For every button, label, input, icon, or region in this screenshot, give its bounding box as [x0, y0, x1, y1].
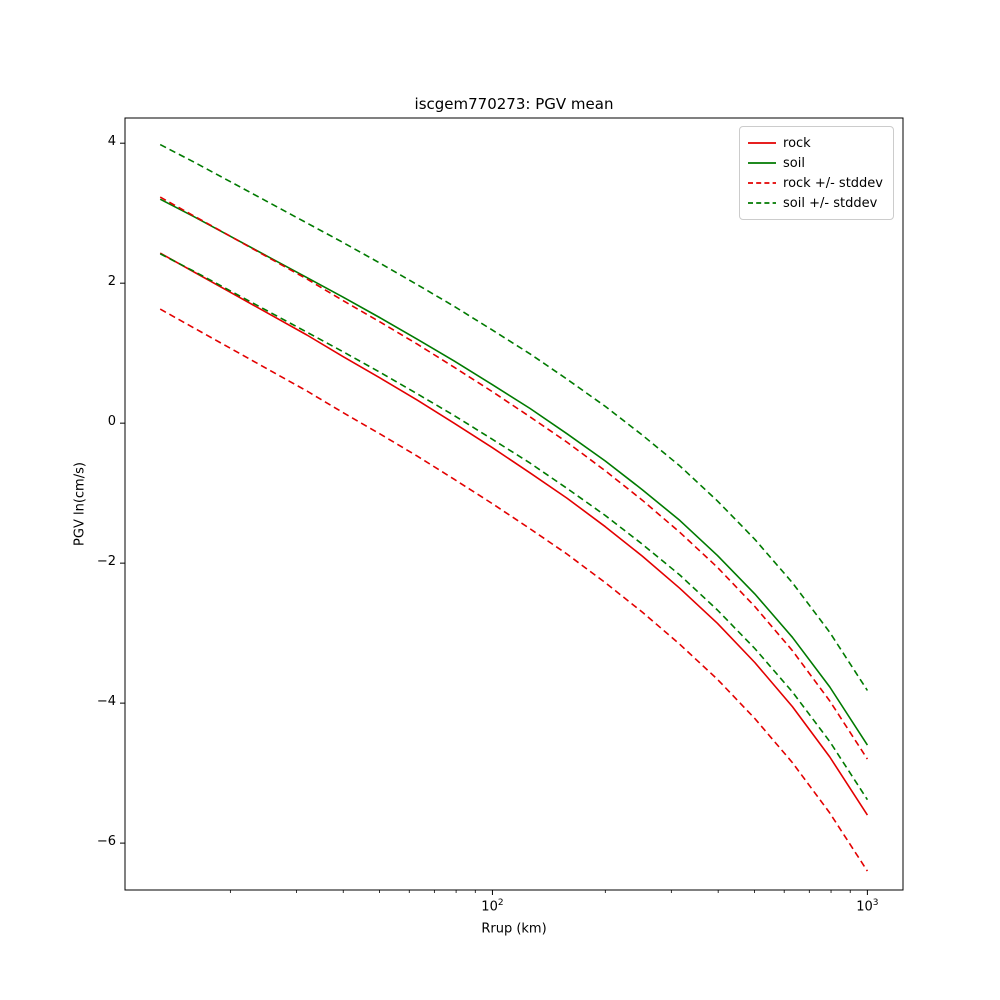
- legend-line-sample: [748, 202, 777, 204]
- legend-item: soil: [748, 153, 883, 173]
- x-tick-label: 103: [856, 898, 879, 915]
- legend-label: soil: [783, 155, 805, 171]
- legend-line-sample: [748, 142, 777, 144]
- legend-item: rock +/- stddev: [748, 173, 883, 193]
- legend-label: rock: [783, 135, 811, 151]
- legend-label: soil +/- stddev: [783, 195, 878, 211]
- legend: rock soil rock +/- stddev soil +/- stddev: [739, 126, 894, 220]
- legend-line-sample: [748, 182, 777, 184]
- x-axis-label: Rrup (km): [481, 921, 547, 937]
- series-soil_minus_stddev: [159, 253, 869, 801]
- y-tick-label: 2: [107, 274, 116, 290]
- series-rock: [159, 252, 869, 816]
- legend-line-sample: [748, 162, 777, 164]
- x-tick-label: 102: [481, 898, 504, 915]
- y-tick-label: −4: [96, 694, 116, 710]
- chart-title: iscgem770273: PGV mean: [414, 95, 614, 113]
- axes-frame: [124, 117, 904, 891]
- legend-item: rock: [748, 133, 883, 153]
- series-soil_plus_stddev: [159, 143, 869, 691]
- legend-item: soil +/- stddev: [748, 193, 883, 213]
- series-rock_plus_stddev: [159, 196, 869, 760]
- series-soil: [159, 198, 869, 746]
- y-axis-label: PGV ln(cm/s): [72, 462, 88, 546]
- y-tick-label: 0: [107, 414, 116, 430]
- y-tick-label: −2: [96, 554, 116, 570]
- y-tick-label: 4: [107, 134, 116, 150]
- y-tick-label: −6: [96, 834, 116, 850]
- series-rock_minus_stddev: [159, 308, 869, 872]
- legend-label: rock +/- stddev: [783, 175, 883, 191]
